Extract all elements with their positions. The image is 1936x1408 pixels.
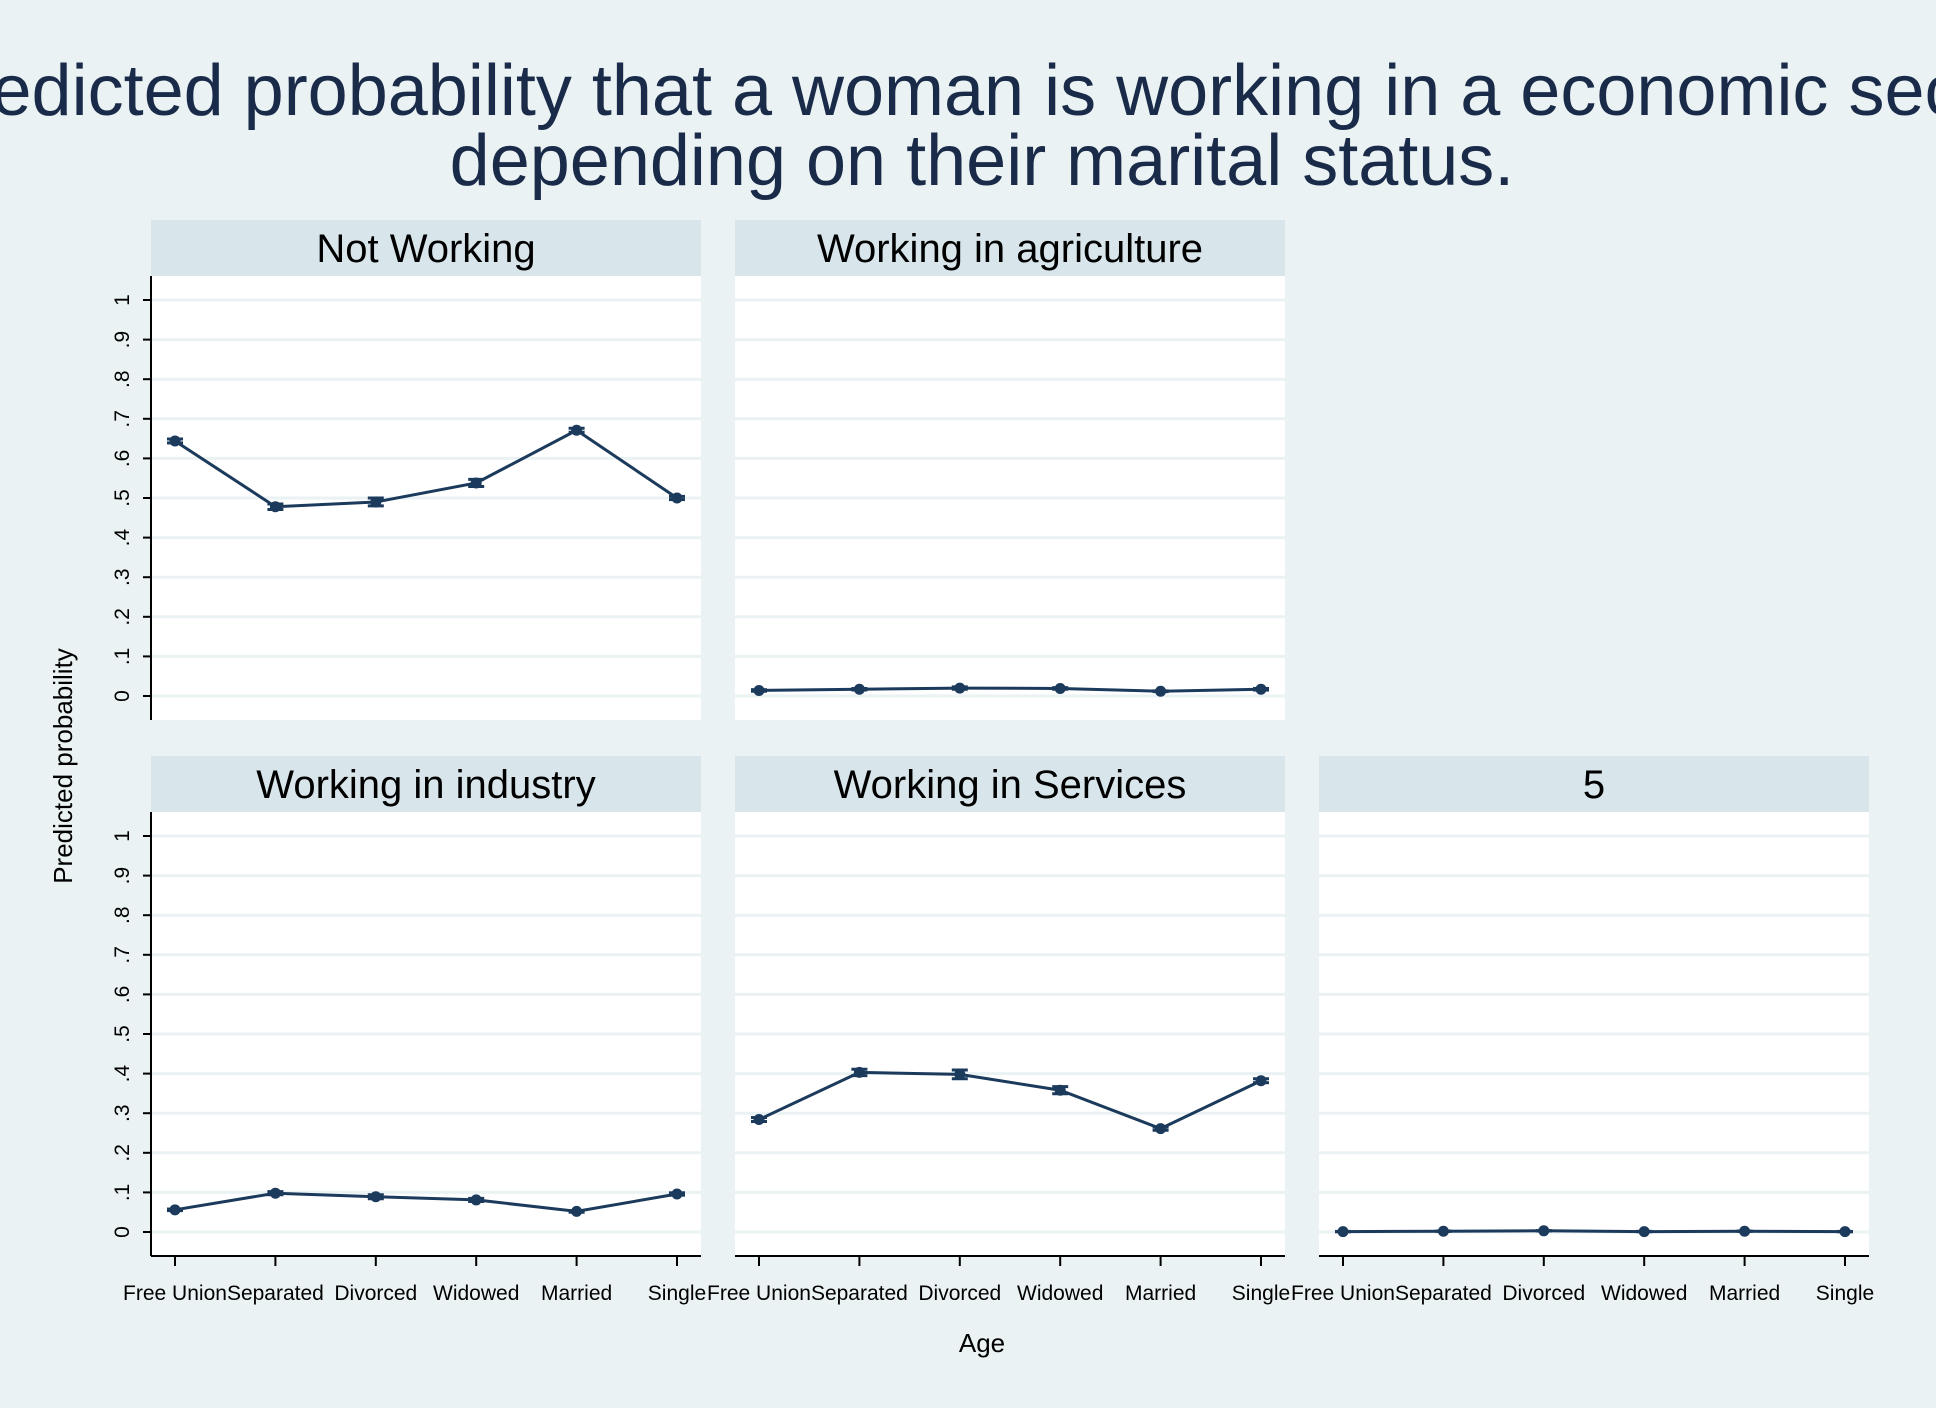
x-tick-label: Separated bbox=[811, 1282, 908, 1305]
data-point bbox=[954, 682, 966, 694]
data-point bbox=[1255, 683, 1267, 695]
y-tick-label: 0 bbox=[111, 1226, 134, 1238]
data-point bbox=[1538, 1225, 1550, 1237]
data-point bbox=[671, 492, 683, 504]
data-point bbox=[853, 1066, 865, 1078]
x-tick-label: Single bbox=[1232, 1282, 1290, 1305]
data-point bbox=[169, 435, 181, 447]
x-tick-label: Married bbox=[541, 1282, 612, 1305]
data-point bbox=[370, 1191, 382, 1203]
y-tick-label: .7 bbox=[111, 946, 134, 964]
x-tick-label: Widowed bbox=[1601, 1282, 1687, 1305]
data-point bbox=[1638, 1226, 1650, 1238]
y-tick-label: 1 bbox=[111, 830, 134, 842]
data-point bbox=[1337, 1226, 1349, 1238]
x-tick-label: Married bbox=[1125, 1282, 1196, 1305]
chart-title-line-1: Predicted probability that a woman is wo… bbox=[0, 51, 1936, 131]
data-point bbox=[571, 1205, 583, 1217]
y-tick-label: .3 bbox=[111, 1104, 134, 1122]
y-tick-label: .1 bbox=[111, 1184, 134, 1202]
x-tick-label: Separated bbox=[1395, 1282, 1492, 1305]
x-tick-label: Free Union bbox=[1291, 1282, 1395, 1305]
data-point bbox=[954, 1068, 966, 1080]
panel-4: Working in Services Free Union Separated Di… bbox=[707, 756, 1290, 1305]
data-point bbox=[1155, 685, 1167, 697]
y-tick-label: .2 bbox=[111, 1144, 134, 1162]
panel-strip bbox=[735, 220, 1285, 276]
y-tick-label: 1 bbox=[111, 294, 134, 306]
panel-2: Working in agriculture bbox=[735, 220, 1285, 720]
data-point bbox=[470, 1194, 482, 1206]
series-line bbox=[758, 686, 1262, 693]
x-tick-label: Free Union bbox=[123, 1282, 227, 1305]
panel-strip bbox=[151, 220, 701, 276]
y-tick-label: .4 bbox=[111, 529, 134, 547]
data-point bbox=[1739, 1225, 1751, 1237]
data-point bbox=[1839, 1226, 1851, 1238]
data-point bbox=[269, 501, 281, 513]
data-point bbox=[753, 1114, 765, 1126]
y-tick-label: .6 bbox=[111, 986, 134, 1004]
x-tick-label: Widowed bbox=[433, 1282, 519, 1305]
data-point bbox=[370, 496, 382, 508]
series-line bbox=[174, 1191, 678, 1213]
x-tick-label: Divorced bbox=[1502, 1282, 1585, 1305]
data-point bbox=[1437, 1225, 1449, 1237]
data-point bbox=[169, 1204, 181, 1216]
data-point bbox=[571, 424, 583, 436]
data-point bbox=[1054, 682, 1066, 694]
x-axis-title: Age bbox=[959, 1328, 1005, 1358]
x-tick-label: Separated bbox=[227, 1282, 324, 1305]
panel-strip bbox=[151, 756, 701, 812]
series-line bbox=[758, 1070, 1262, 1131]
y-tick-label: .5 bbox=[111, 1025, 134, 1043]
x-tick-label: Single bbox=[1816, 1282, 1874, 1305]
y-tick-label: .5 bbox=[111, 489, 134, 507]
y-tick-label: .3 bbox=[111, 568, 134, 586]
data-point bbox=[671, 1188, 683, 1200]
panel-3: Working in industry 0 .1 .2 .3 .4 .5 .6 .7 .8 .9 1 F… bbox=[111, 756, 706, 1305]
y-tick-label: .2 bbox=[111, 608, 134, 626]
data-point bbox=[1255, 1075, 1267, 1087]
x-tick-label: Married bbox=[1709, 1282, 1780, 1305]
y-tick-label: .6 bbox=[111, 450, 134, 468]
y-tick-label: .8 bbox=[111, 906, 134, 924]
panel-title: Working in Services bbox=[834, 763, 1187, 807]
y-tick-label: 0 bbox=[111, 690, 134, 702]
panel-strip bbox=[1319, 756, 1869, 812]
panel-title: 5 bbox=[1583, 763, 1605, 807]
panel-strip bbox=[735, 756, 1285, 812]
x-tick-label: Widowed bbox=[1017, 1282, 1103, 1305]
data-point bbox=[853, 683, 865, 695]
x-tick-label: Divorced bbox=[918, 1282, 1001, 1305]
data-point bbox=[753, 684, 765, 696]
data-point bbox=[1054, 1084, 1066, 1096]
panel-title: Working in industry bbox=[256, 763, 595, 807]
y-tick-label: .4 bbox=[111, 1065, 134, 1083]
panel-title: Working in agriculture bbox=[817, 227, 1203, 271]
data-point bbox=[269, 1187, 281, 1199]
data-point bbox=[470, 477, 482, 489]
panel-5: 5 Free Union Separated Divorced Widowed Marri… bbox=[1291, 756, 1874, 1305]
x-tick-label: Free Union bbox=[707, 1282, 811, 1305]
y-tick-label: .1 bbox=[111, 648, 134, 666]
x-tick-label: Single bbox=[648, 1282, 706, 1305]
x-tick-label: Divorced bbox=[334, 1282, 417, 1305]
y-tick-label: .7 bbox=[111, 410, 134, 428]
panel-1: Not Working 0 .1 .2 .3 .4 .5 .6 .7 .8 .9 1 bbox=[111, 220, 701, 720]
series-line bbox=[174, 428, 678, 509]
y-tick-label: .9 bbox=[111, 331, 134, 349]
y-tick-label: .9 bbox=[111, 867, 134, 885]
data-point bbox=[1155, 1123, 1167, 1135]
y-tick-label: .8 bbox=[111, 370, 134, 388]
chart-title-line-2: depending on their marital status. bbox=[450, 121, 1515, 201]
y-axis-title: Predicted probability bbox=[48, 648, 78, 884]
series-line bbox=[1342, 1229, 1846, 1234]
panel-title: Not Working bbox=[316, 227, 535, 271]
